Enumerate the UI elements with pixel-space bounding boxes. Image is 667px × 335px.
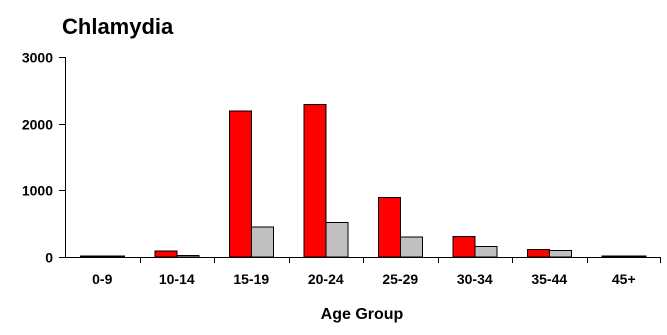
bar-45+-series-1 xyxy=(601,255,625,258)
x-tick-label-10-14: 10-14 xyxy=(159,271,195,287)
bar-20-24-series-2 xyxy=(325,221,349,258)
bar-30-34-series-1 xyxy=(452,235,476,258)
bar-35-44-series-1 xyxy=(526,249,550,258)
x-tick-label-35-44: 35-44 xyxy=(531,271,567,287)
y-tick-label-2000: 2000 xyxy=(22,117,53,133)
bar-30-34-series-2 xyxy=(474,245,498,258)
x-tick-label-45+: 45+ xyxy=(612,271,636,287)
y-tick-label-3000: 3000 xyxy=(22,50,53,66)
y-tick-label-1000: 1000 xyxy=(22,183,53,199)
y-tick-label-0: 0 xyxy=(45,250,53,266)
bar-0-9-series-2 xyxy=(101,255,125,258)
chart-title: Chlamydia xyxy=(62,14,174,39)
bar-20-24-series-1 xyxy=(303,103,327,258)
bar-10-14-series-1 xyxy=(154,250,178,258)
y-ticks: 0 1000 2000 3000 xyxy=(22,50,65,266)
bar-35-44-series-2 xyxy=(548,250,572,258)
x-axis-title: Age Group xyxy=(321,306,404,323)
bar-45+-series-2 xyxy=(623,255,647,258)
x-ticks: 0-9 10-14 15-19 20-24 25-29 30-34 35-44 45+ xyxy=(92,257,661,287)
bar-15-19-series-1 xyxy=(228,110,252,258)
x-tick-label-0-9: 0-9 xyxy=(92,271,112,287)
bar-10-14-series-2 xyxy=(176,255,200,258)
x-tick-label-25-29: 25-29 xyxy=(382,271,418,287)
x-tick-label-15-19: 15-19 xyxy=(233,271,269,287)
bar-15-19-series-2 xyxy=(250,226,274,258)
x-tick-label-30-34: 30-34 xyxy=(457,271,493,287)
bars xyxy=(79,103,647,258)
bar-25-29-series-1 xyxy=(377,197,401,258)
bar-0-9-series-1 xyxy=(79,255,103,258)
bar-25-29-series-2 xyxy=(399,236,423,258)
x-tick-label-20-24: 20-24 xyxy=(308,271,344,287)
